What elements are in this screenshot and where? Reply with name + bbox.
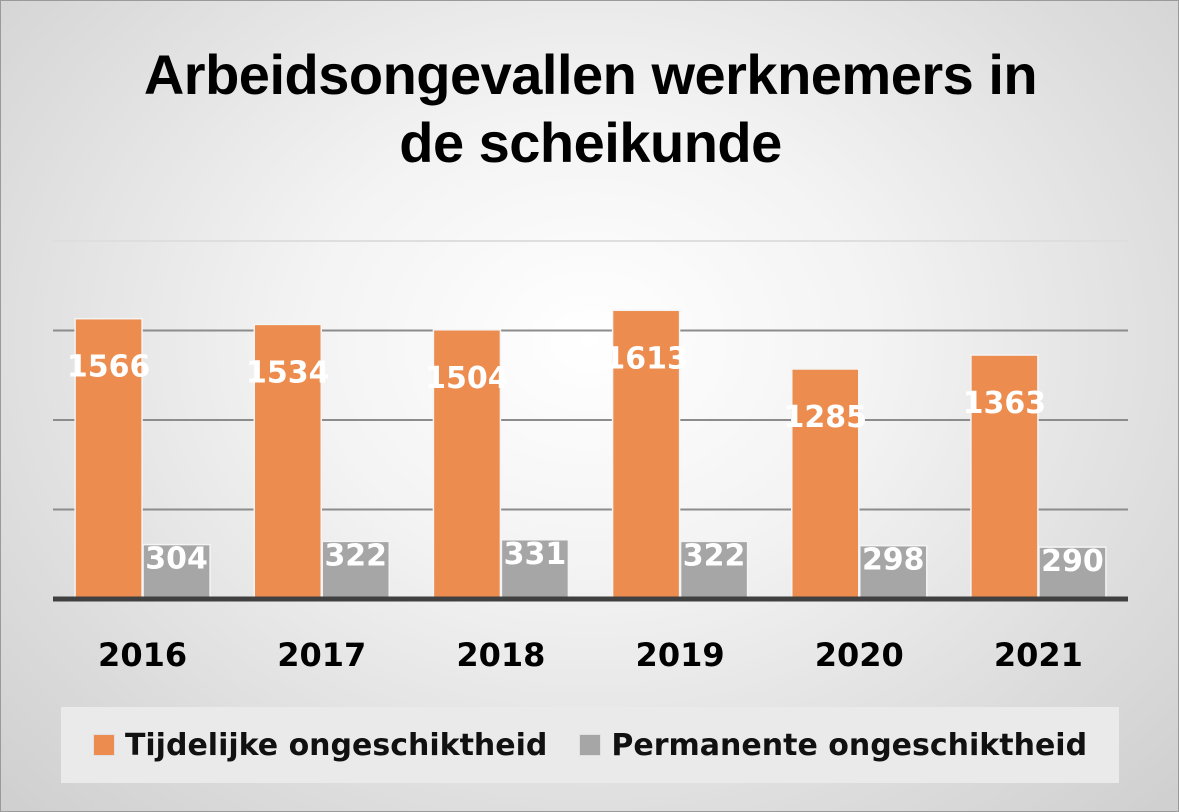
- data-label-permanent-2019: 322: [683, 538, 746, 573]
- legend-swatch-permanent: [579, 734, 602, 756]
- bar-tijdelijk-2018: [432, 329, 502, 600]
- gridlines: [53, 240, 1128, 511]
- legend-label-permanent: Permanente ongeschiktheid: [611, 727, 1088, 763]
- data-label-tijdelijk-2016: 1566: [67, 350, 151, 385]
- bar-permanent-2021: [1038, 546, 1107, 600]
- x-tick-2016: 2016: [98, 636, 187, 674]
- bar-permanent-2018: [500, 539, 570, 600]
- legend-item-permanent: Permanente ongeschiktheid: [579, 728, 1087, 763]
- bar-tijdelijk-2016: [74, 317, 143, 600]
- data-label-permanent-2020: 298: [862, 543, 925, 578]
- data-label-tijdelijk-2020: 1285: [784, 400, 868, 435]
- data-labels: 1566 304 1534 322 1504 331 1613 322 1285 298 1363 2…: [67, 341, 1104, 579]
- x-tick-2020: 2020: [815, 636, 904, 674]
- data-label-permanent-2021: 290: [1041, 544, 1104, 579]
- data-label-permanent-2017: 322: [324, 538, 387, 573]
- x-tick-labels: 2016 2017 2018 2019 2020 2021: [98, 636, 1083, 674]
- legend: Tijdelijke ongeschiktheid Permanente ong…: [61, 707, 1119, 783]
- x-tick-2018: 2018: [456, 636, 545, 674]
- data-label-permanent-2016: 304: [145, 542, 208, 577]
- bar-tijdelijk-2020: [791, 368, 860, 600]
- data-label-permanent-2018: 331: [504, 537, 567, 572]
- data-label-tijdelijk-2019: 1613: [604, 341, 688, 376]
- bar-permanent-2017: [321, 540, 390, 600]
- legend-swatch-tijdelijk: [92, 734, 115, 756]
- x-tick-2017: 2017: [277, 636, 366, 674]
- bars: [74, 309, 1107, 600]
- legend-label-tijdelijk: Tijdelijke ongeschiktheid: [124, 727, 548, 763]
- bar-tijdelijk-2019: [611, 309, 681, 600]
- legend-item-tijdelijk: Tijdelijke ongeschiktheid: [92, 727, 548, 763]
- x-tick-2019: 2019: [636, 636, 725, 674]
- chart-title: Arbeidsongevallen werknemers in de schei…: [1, 41, 1178, 177]
- x-tick-2021: 2021: [994, 636, 1083, 674]
- data-label-tijdelijk-2017: 1534: [246, 355, 330, 390]
- data-label-tijdelijk-2021: 1363: [963, 386, 1047, 421]
- bar-tijdelijk-2021: [970, 354, 1039, 600]
- chart-title-line-2: de scheikunde: [399, 111, 782, 174]
- data-label-tijdelijk-2018: 1504: [425, 361, 509, 396]
- bar-permanent-2020: [859, 544, 928, 600]
- chart-title-line-1: Arbeidsongevallen werknemers in: [143, 43, 1038, 106]
- bar-permanent-2016: [142, 543, 211, 600]
